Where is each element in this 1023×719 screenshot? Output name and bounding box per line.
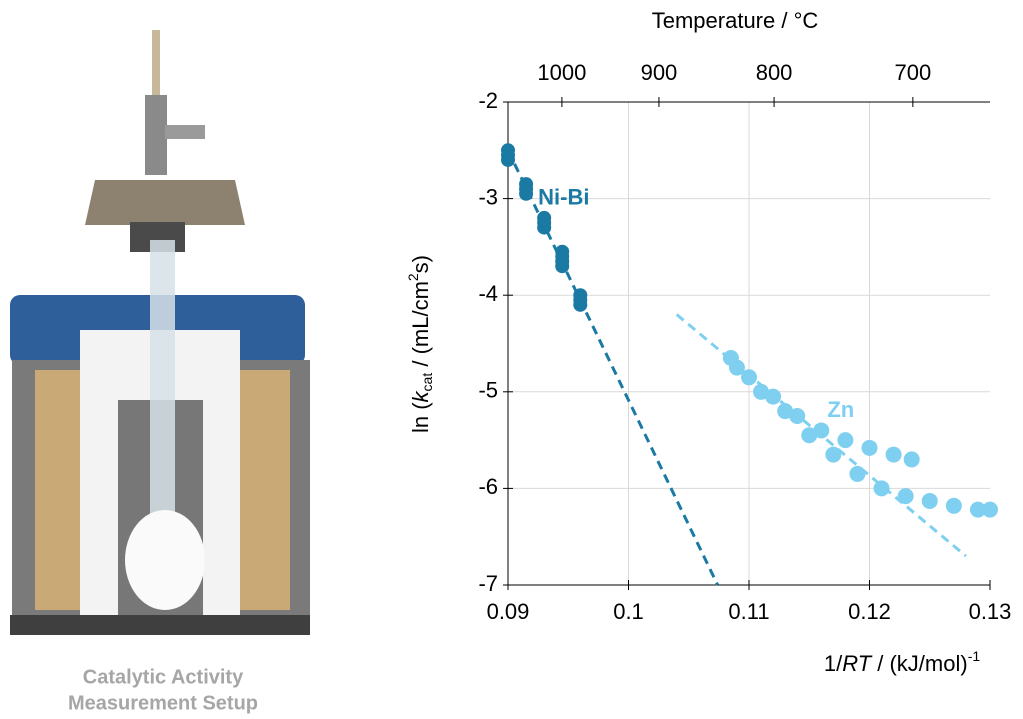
x-tick-label: 0.09 bbox=[487, 599, 530, 624]
point bbox=[777, 403, 794, 420]
x2-tick-label: 800 bbox=[756, 60, 793, 85]
point bbox=[873, 480, 890, 497]
y-tick-label: -7 bbox=[478, 571, 498, 596]
point bbox=[753, 383, 770, 400]
x2-axis-title: Temperature / °C bbox=[652, 8, 819, 33]
point bbox=[728, 359, 745, 376]
point bbox=[555, 259, 570, 274]
point bbox=[945, 497, 962, 514]
caption: Catalytic Activity bbox=[83, 666, 244, 688]
y-tick-label: -3 bbox=[478, 184, 498, 209]
point bbox=[573, 297, 588, 312]
point bbox=[921, 492, 938, 509]
point bbox=[903, 451, 920, 468]
point bbox=[969, 501, 986, 518]
x2-tick-label: 1000 bbox=[537, 60, 586, 85]
y-axis-title: ln (kcat / (mL/cm2s) bbox=[405, 255, 435, 433]
photo bbox=[10, 30, 310, 635]
point bbox=[501, 152, 515, 167]
point bbox=[982, 501, 998, 518]
caption: Measurement Setup bbox=[68, 692, 258, 714]
point bbox=[885, 446, 902, 463]
point bbox=[897, 488, 914, 505]
point bbox=[537, 220, 552, 235]
y-tick-label: -2 bbox=[478, 88, 498, 113]
x-tick-label: 0.1 bbox=[613, 599, 644, 624]
series-label: Zn bbox=[827, 397, 854, 422]
point bbox=[837, 432, 854, 449]
x-tick-label: 0.11 bbox=[728, 599, 769, 624]
x2-tick-label: 700 bbox=[894, 60, 931, 85]
series-label: Ni-Bi bbox=[538, 184, 589, 209]
point bbox=[861, 439, 878, 456]
x-tick-label: 0.12 bbox=[848, 599, 891, 624]
x-axis-title: 1/RT / (kJ/mol)-1 bbox=[824, 648, 981, 676]
x-tick-label: 0.13 bbox=[969, 599, 1012, 624]
y-tick-label: -6 bbox=[478, 474, 498, 499]
point bbox=[813, 422, 830, 439]
x2-tick-label: 900 bbox=[641, 60, 678, 85]
fit-line bbox=[675, 313, 967, 558]
point bbox=[801, 427, 818, 444]
y-tick-label: -4 bbox=[478, 281, 498, 306]
y-tick-label: -5 bbox=[478, 378, 498, 403]
fit-line bbox=[506, 149, 720, 586]
